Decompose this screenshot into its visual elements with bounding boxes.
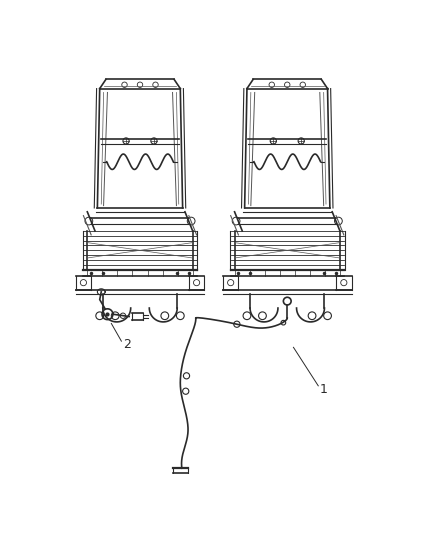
Text: 1: 1 [320,383,328,396]
Text: 2: 2 [123,338,131,351]
